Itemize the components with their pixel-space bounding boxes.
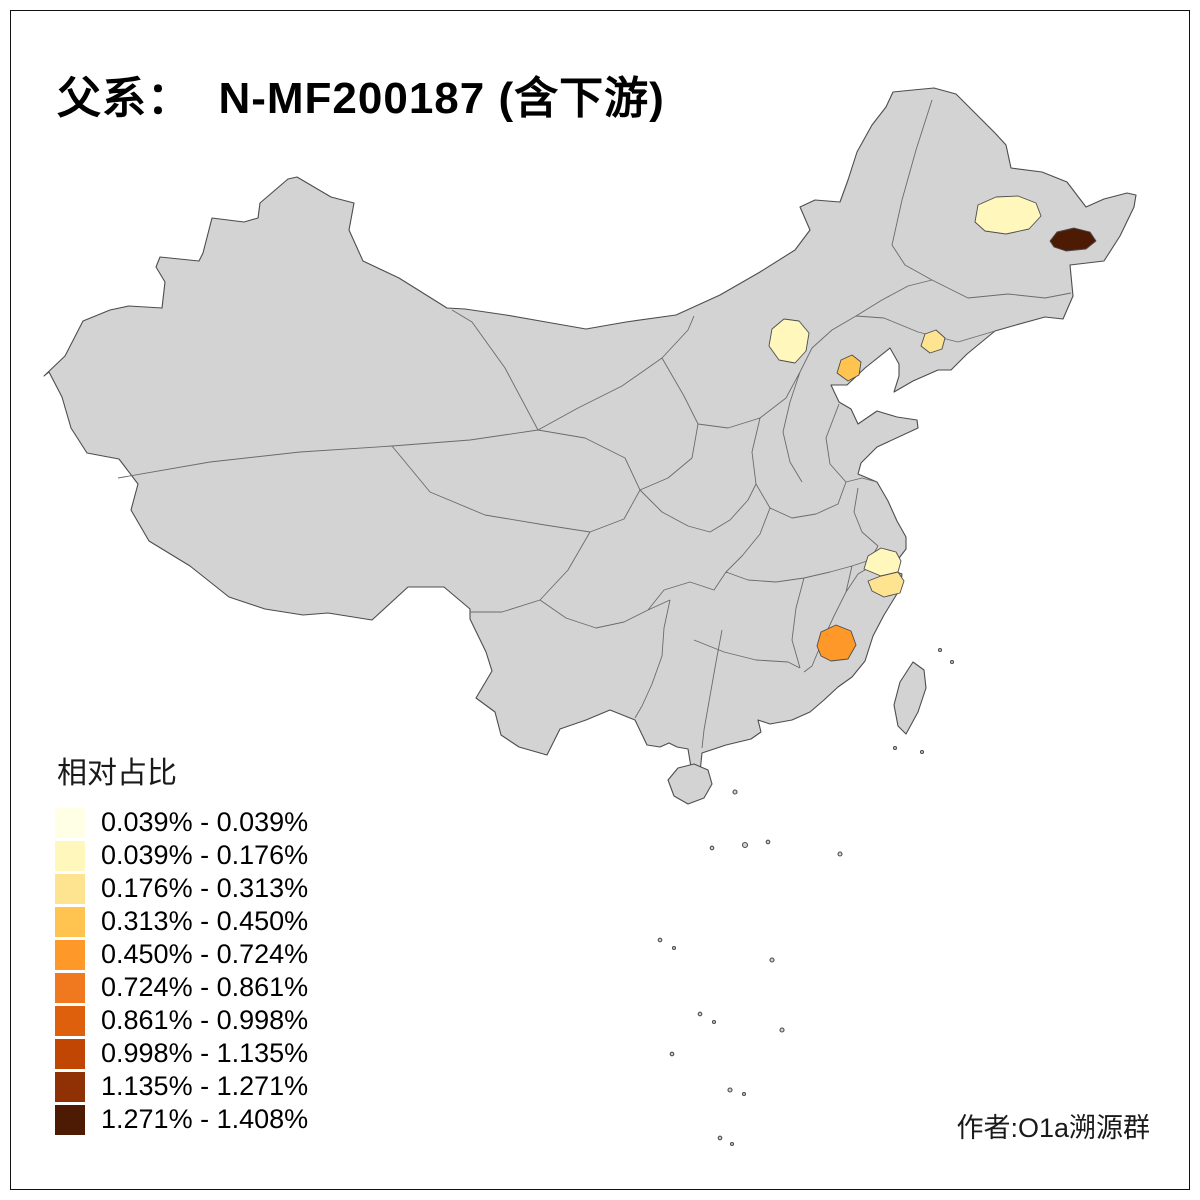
- legend-swatch: [55, 1104, 85, 1135]
- region-fujian-northwest-highlight: [816, 624, 857, 662]
- legend-swatch: [55, 1038, 85, 1069]
- island-dot: [949, 659, 955, 665]
- legend-swatch: [55, 873, 85, 904]
- legend-row: 0.039% - 0.176%: [55, 839, 308, 872]
- island-dot: [729, 1141, 735, 1147]
- island-dot: [919, 749, 925, 755]
- region-heilongjiang-east-highlight: [1049, 227, 1097, 252]
- island-dot: [669, 1051, 675, 1057]
- region-hebei-northwest-highlight: [768, 318, 810, 364]
- island-dot: [769, 957, 775, 963]
- island-dot: [732, 789, 738, 795]
- legend-row: 0.450% - 0.724%: [55, 938, 308, 971]
- legend-swatch: [55, 1005, 85, 1036]
- region-hebei-east-highlight: [836, 354, 862, 382]
- island-dot: [741, 1091, 747, 1097]
- legend-swatch: [55, 906, 85, 937]
- hainan-island: [667, 763, 713, 805]
- legend-row: 0.861% - 0.998%: [55, 1004, 308, 1037]
- island-dot: [727, 1087, 733, 1093]
- legend-swatch: [55, 1071, 85, 1102]
- island-dot: [937, 647, 943, 653]
- island-dot: [711, 1019, 717, 1025]
- author-credit: 作者:O1a溯源群: [956, 1113, 1150, 1143]
- legend-swatch: [55, 807, 85, 838]
- legend-row: 1.271% - 1.408%: [55, 1103, 308, 1136]
- region-heilongjiang-central-highlight: [974, 195, 1042, 235]
- legend-label: 0.724% - 0.861%: [101, 972, 309, 1002]
- island-dot: [709, 845, 715, 851]
- legend-label: 0.039% - 0.039%: [101, 807, 309, 837]
- legend-label: 0.861% - 0.998%: [101, 1005, 309, 1035]
- legend-swatch: [55, 972, 85, 1003]
- taiwan-island: [893, 661, 927, 735]
- legend-label: 0.998% - 1.135%: [101, 1038, 309, 1068]
- island-dot: [657, 937, 663, 943]
- legend-swatch: [55, 840, 85, 871]
- province-borders: [117, 99, 1072, 749]
- island-dot: [697, 1011, 703, 1017]
- legend-swatch: [55, 939, 85, 970]
- legend-row: 0.176% - 0.313%: [55, 872, 308, 905]
- legend-label: 0.176% - 0.313%: [101, 873, 309, 903]
- region-liaoning-central-highlight: [920, 329, 946, 354]
- legend-label: 1.271% - 1.408%: [101, 1104, 309, 1134]
- legend-label: 0.039% - 0.176%: [101, 840, 309, 870]
- figure-title: 父系： N-MF200187 (含下游): [57, 74, 665, 123]
- island-dot: [741, 841, 749, 849]
- legend-rows: 0.039% - 0.039% 0.039% - 0.176% 0.176% -…: [55, 806, 308, 1136]
- island-dot: [892, 745, 898, 751]
- island-dot: [837, 851, 843, 857]
- legend: 相对占比 0.039% - 0.039% 0.039% - 0.176% 0.1…: [55, 748, 308, 1136]
- legend-label: 0.450% - 0.724%: [101, 939, 309, 969]
- mainland-china-shape: [43, 87, 1137, 774]
- island-dot: [779, 1027, 785, 1033]
- legend-row: 0.724% - 0.861%: [55, 971, 308, 1004]
- legend-row: 0.039% - 0.039%: [55, 806, 308, 839]
- island-dot: [671, 945, 677, 951]
- legend-row: 0.313% - 0.450%: [55, 905, 308, 938]
- legend-label: 0.313% - 0.450%: [101, 906, 309, 936]
- region-zhejiang-central-highlight: [867, 571, 905, 598]
- south-china-sea-islands: [657, 647, 955, 1147]
- island-dot: [765, 839, 771, 845]
- legend-row: 0.998% - 1.135%: [55, 1037, 308, 1070]
- legend-title: 相对占比: [57, 757, 177, 790]
- legend-row: 1.135% - 1.271%: [55, 1070, 308, 1103]
- legend-label: 1.135% - 1.271%: [101, 1071, 309, 1101]
- island-dot: [717, 1135, 723, 1141]
